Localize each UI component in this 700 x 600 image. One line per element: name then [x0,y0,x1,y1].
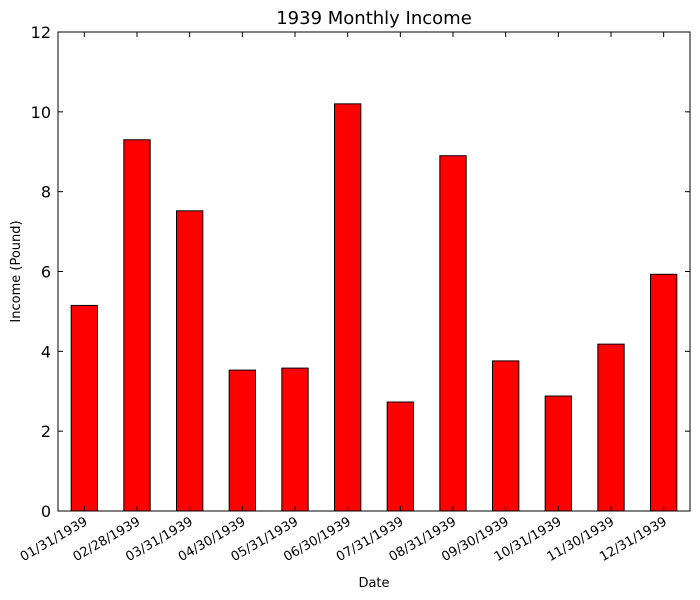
plot-frame [57,31,691,512]
y-tick-label: 0 [41,502,51,521]
bar [492,360,520,512]
ticks-group [58,31,690,512]
bar [544,395,573,512]
y-tick-label: 10 [31,103,51,122]
bar [176,210,204,512]
bar [439,155,467,512]
bar [228,369,257,512]
y-tick-label: 4 [41,342,51,361]
bar [597,343,625,512]
chart-title: 1939 Monthly Income [276,8,472,29]
x-tick-labels: 01/31/193902/28/193903/31/193904/30/1939… [18,514,670,564]
y-tick-label: 6 [41,263,51,282]
bar [70,304,98,512]
y-tick-label: 12 [31,23,51,42]
x-axis-label: Date [358,576,389,591]
y-tick-label: 2 [41,422,51,441]
bar [281,367,309,512]
y-tick-label: 8 [41,183,51,202]
bar [386,401,414,512]
bar [334,103,362,512]
y-tick-labels: 0 2 4 6 8 10 12 [31,23,51,521]
y-axis-label: Income (Pound) [9,220,24,322]
bar [123,139,151,512]
bars-group [70,103,678,512]
bar [650,273,678,512]
